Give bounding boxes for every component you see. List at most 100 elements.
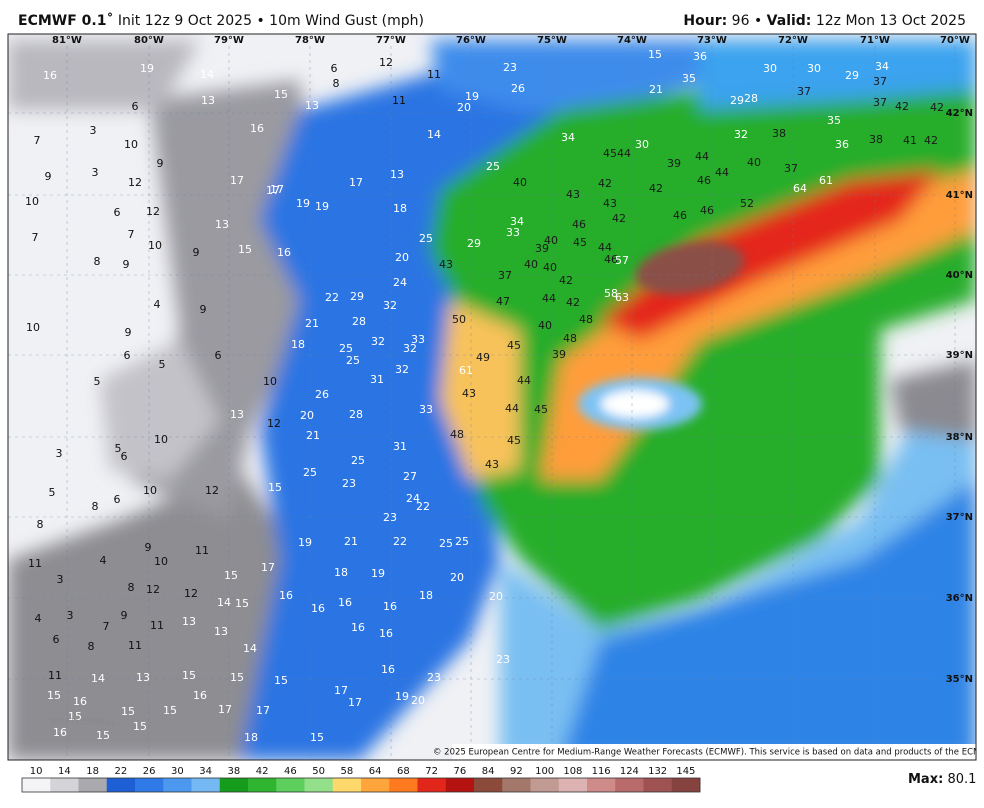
colorbar-label: 145 [676,766,695,777]
station-value: 41 [903,134,917,147]
station-value: 32 [371,335,385,348]
station-value: 40 [538,319,552,332]
station-value: 40 [524,258,538,271]
station-value: 11 [150,619,164,632]
station-value: 45 [507,339,521,352]
colorbar-label: 34 [199,766,212,777]
station-value: 22 [393,535,407,548]
station-value: 17 [256,704,270,717]
station-value: 58 [604,287,618,300]
station-value: 44 [715,166,729,179]
station-value: 18 [419,589,433,602]
station-value: 13 [182,615,196,628]
station-value: 19 [395,690,409,703]
station-value: 39 [552,348,566,361]
longitude-label: 72°W [778,35,808,46]
colorbar-swatch [22,778,51,792]
station-value: 11 [427,68,441,81]
colorbar-swatch [106,778,136,792]
logo: WEATHERBELL [50,718,116,728]
station-value: 25 [455,535,469,548]
latitude-label: 41°N [946,190,973,201]
station-value: 9 [125,326,132,339]
station-value: 11 [195,544,209,557]
station-value: 6 [114,206,121,219]
station-value: 21 [305,317,319,330]
station-value: 32 [403,342,417,355]
station-value: 12 [146,583,160,596]
station-value: 37 [784,162,798,175]
station-value: 48 [563,332,577,345]
station-value: 45 [534,403,548,416]
colorbar-label: 68 [397,766,410,777]
station-value: 6 [215,349,222,362]
station-value: 38 [869,133,883,146]
station-value: 48 [450,428,464,441]
station-value: 25 [439,537,453,550]
colorbar-swatch [50,778,79,792]
station-value: 46 [700,204,714,217]
station-value: 13 [230,408,244,421]
colorbar-label: 116 [592,766,611,777]
station-value: 19 [465,90,479,103]
station-value: 19 [315,200,329,213]
station-value: 17 [270,183,284,196]
station-value: 17 [266,184,280,197]
station-value: 13 [201,94,215,107]
colorbar: 10 14 18 22 26 30 34 38 42 46 50 58 64 68 72 76 84 92 100 1… [21,766,701,793]
station-value: 9 [145,541,152,554]
longitude-label: 70°W [940,35,970,46]
station-value: 12 [146,205,160,218]
station-value: 23 [342,477,356,490]
colorbar-swatch [276,778,305,792]
colorbar-label: 124 [620,766,639,777]
longitude-label: 77°W [376,35,406,46]
station-value: 25 [303,466,317,479]
latitude-label: 38°N [946,432,973,443]
colorbar-swatch [304,778,334,792]
station-value: 46 [697,174,711,187]
station-value: 16 [43,69,57,82]
station-value: 15 [133,720,147,733]
station-value: 40 [747,156,761,169]
station-value: 40 [543,261,557,274]
station-value: 29 [730,94,744,107]
station-value: 45 [507,434,521,447]
latitude-label: 36°N [946,593,973,604]
station-value: 11 [128,639,142,652]
station-value: 40 [513,176,527,189]
station-value: 45 [573,236,587,249]
station-value: 9 [121,609,128,622]
station-value: 36 [835,138,849,151]
longitude-label: 78°W [295,35,325,46]
station-value: 5 [159,358,166,371]
header-right: Hour: 96 • Valid: 12z Mon 13 Oct 2025 [683,13,966,29]
station-value: 15 [274,88,288,101]
station-value: 43 [603,197,617,210]
colorbar-swatch [474,778,503,792]
station-value: 13 [214,625,228,638]
station-value: 28 [744,92,758,105]
colorbar-swatch [248,778,277,792]
station-value: 34 [561,131,575,144]
station-value: 44 [517,374,531,387]
station-value: 3 [56,447,63,460]
station-value: 15 [230,671,244,684]
station-value: 9 [157,157,164,170]
station-value: 20 [395,251,409,264]
station-value: 9 [200,303,207,316]
station-value: 43 [485,458,499,471]
station-value: 15 [121,705,135,718]
station-value: 16 [250,122,264,135]
station-value: 34 [510,215,524,228]
station-value: 42 [598,177,612,190]
station-value: 44 [617,147,631,160]
station-value: 12 [379,56,393,69]
station-value: 38 [772,127,786,140]
station-value: 8 [128,581,135,594]
colorbar-label: 38 [228,766,241,777]
colorbar-swatch [558,778,588,792]
colorbar-swatch [163,778,192,792]
station-value: 5 [94,375,101,388]
station-value: 42 [649,182,663,195]
